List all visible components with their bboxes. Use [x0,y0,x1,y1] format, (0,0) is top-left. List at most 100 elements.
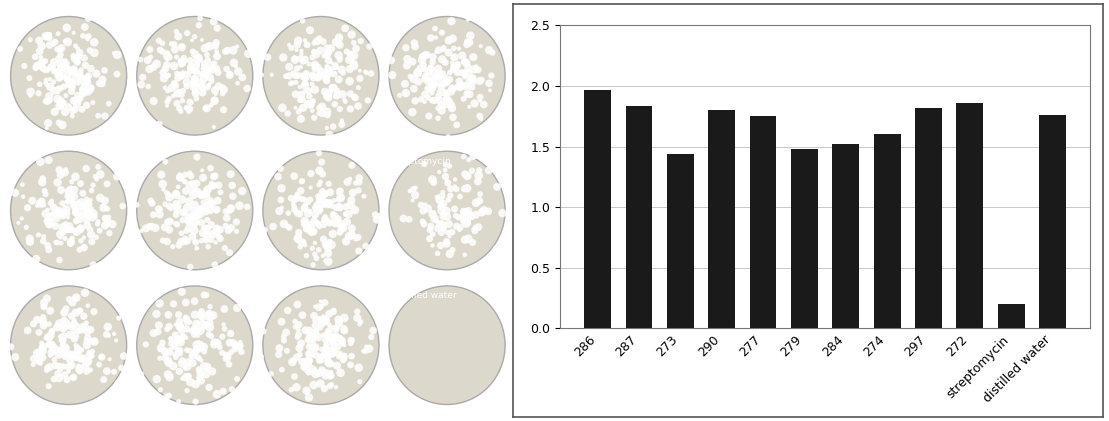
Point [332,187,349,194]
Point [222,171,240,178]
Point [166,343,184,350]
Point [173,61,191,67]
Point [205,182,223,189]
Point [48,72,65,78]
Point [455,208,472,214]
Point [41,63,59,69]
Point [185,186,203,192]
Point [203,221,221,228]
Point [65,55,83,62]
Point [160,312,177,318]
Point [330,335,348,342]
Point [313,366,330,373]
Point [77,77,94,84]
Point [43,341,61,347]
Point [167,337,185,344]
Point [225,59,243,66]
Point [203,182,221,189]
Point [206,261,224,268]
Point [24,361,42,368]
Point [313,202,330,208]
Point [319,94,337,101]
Point [32,282,50,289]
Point [313,159,330,165]
Point [160,323,177,330]
Point [37,33,54,40]
Point [136,341,154,348]
Point [151,211,169,218]
Point [196,204,214,210]
Point [297,219,315,226]
Point [37,79,54,86]
Point [317,69,335,75]
Point [208,197,226,204]
Point [184,233,202,240]
Point [330,56,348,63]
Point [187,245,205,252]
Point [43,65,61,72]
Point [62,226,80,233]
Point [311,354,328,361]
Point [299,334,317,341]
Point [161,54,179,61]
Point [466,227,484,234]
Point [169,221,186,227]
Point [293,358,311,365]
Point [152,344,170,351]
Point [51,363,69,370]
Point [316,202,334,209]
Bar [625,107,652,328]
Point [159,326,176,333]
Point [192,312,210,319]
Point [321,49,338,56]
Point [437,96,455,102]
Point [390,92,408,99]
Point [396,90,414,97]
Point [203,368,221,375]
Point [52,74,70,80]
Point [67,210,84,216]
Point [61,352,79,359]
Point [186,311,204,318]
Point [291,83,308,90]
Point [355,193,373,200]
Point [421,35,439,41]
Point [472,77,490,83]
Point [330,41,348,48]
Point [62,68,80,75]
Point [305,48,323,55]
Point [160,96,177,102]
Point [54,363,72,370]
Point [438,78,456,85]
Point [74,32,92,39]
Point [278,110,296,117]
Point [70,212,88,219]
Point [254,328,272,335]
Point [299,351,317,357]
Point [65,97,83,104]
Point [169,207,186,213]
Point [179,387,196,394]
Point [37,58,54,64]
Point [336,354,354,361]
Point [319,358,337,365]
Point [21,238,39,245]
Point [335,314,353,321]
Point [461,32,479,39]
Point [456,237,474,243]
Text: 286: 286 [13,291,30,300]
Point [397,45,415,51]
Point [39,212,57,219]
Point [31,347,49,354]
Point [283,80,301,86]
Point [303,221,321,228]
Point [29,358,47,365]
Point [185,331,203,338]
Point [173,43,191,50]
Point [99,205,116,212]
Point [292,244,309,250]
Point [73,346,91,353]
Point [44,64,62,71]
Point [238,203,256,210]
Point [460,157,478,163]
